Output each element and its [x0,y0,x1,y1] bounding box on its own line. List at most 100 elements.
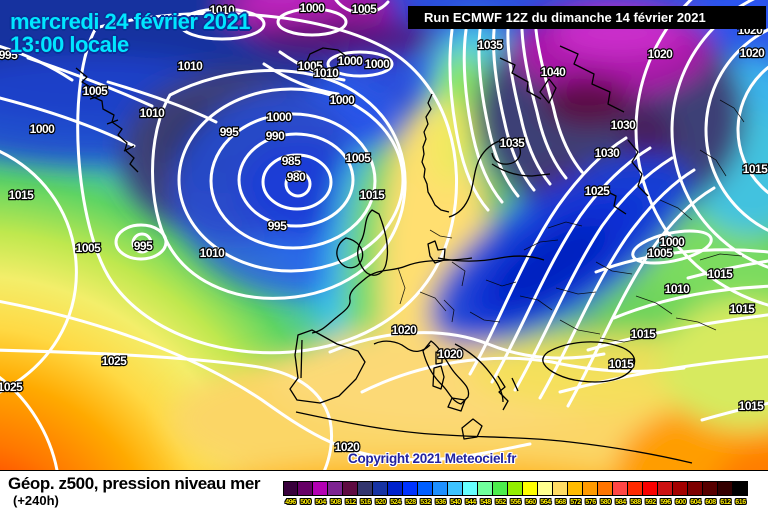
pressure-label: 980 [287,170,306,184]
legend-value: 580 [600,499,611,506]
legend-value: 608 [705,499,716,506]
legend-value: 600 [675,499,686,506]
legend-swatch [658,481,673,496]
pressure-label: 1005 [352,2,378,16]
coastlines [75,45,693,464]
legend-value: 520 [375,499,386,506]
legend-value: 616 [735,499,746,506]
copyright-label: Copyright 2021 Meteociel.fr [348,451,517,466]
legend-swatch [553,481,568,496]
pressure-label: 1000 [330,93,356,107]
legend-value: 500 [300,499,311,506]
legend-swatch [733,481,748,496]
pressure-label: 995 [220,125,239,139]
legend-swatch [448,481,463,496]
pressure-label: 1000 [267,110,293,124]
pressure-label: 985 [282,154,301,168]
legend-swatch [598,481,613,496]
legend-value: 572 [570,499,581,506]
legend-value: 516 [360,499,371,506]
pressure-label: 1040 [541,65,567,79]
pressure-label: 995 [0,48,18,62]
legend-value: 496 [285,499,296,506]
pressure-label: 1000 [300,1,326,15]
pressure-label: 1000 [365,57,391,71]
isobar-contours [0,0,768,470]
legend-value: 532 [420,499,431,506]
forecast-time: 13:00 locale [10,32,129,57]
legend-swatch [628,481,643,496]
legend-value: 524 [390,499,401,506]
pressure-label: 1010 [314,66,340,80]
pressure-label: 1010 [665,282,691,296]
legend-swatch [583,481,598,496]
pressure-label: 1015 [743,162,768,176]
legend-value: 556 [510,499,521,506]
legend-swatch [403,481,418,496]
pressure-label: 1035 [500,136,526,150]
pressure-label: 1005 [83,84,109,98]
legend-swatch [538,481,553,496]
legend-swatch [343,481,358,496]
legend-swatch [718,481,733,496]
pressure-label: 1005 [648,246,674,260]
pressure-label: 1015 [708,267,734,281]
pressure-label: 1005 [76,241,102,255]
pressure-label: 1030 [611,118,637,132]
pressure-label: 1015 [631,327,657,341]
legend-value: 512 [345,499,356,506]
pressure-label: 1010 [140,106,166,120]
forecast-date: mercredi 24 février 2021 [10,9,250,34]
pressure-label: 995 [134,239,153,253]
legend-value: 568 [555,499,566,506]
pressure-label: 1015 [730,302,756,316]
legend-value: 588 [630,499,641,506]
pressure-label: 1025 [585,184,611,198]
pressure-label: 1015 [609,357,635,371]
legend-swatch [373,481,388,496]
legend-swatch [388,481,403,496]
legend-value: 540 [450,499,461,506]
model-run-banner: Run ECMWF 12Z du dimanche 14 février 202… [408,6,766,29]
pressure-label: 1015 [9,188,35,202]
pressure-label: 1010 [210,3,236,17]
legend-value: 596 [660,499,671,506]
legend-swatch [568,481,583,496]
legend-value: 612 [720,499,731,506]
legend-value: 536 [435,499,446,506]
legend-value: 576 [585,499,596,506]
legend-swatch [358,481,373,496]
legend-swatch [283,481,298,496]
legend-values: 496 500 504 508 512 516 520 524 528 532 536 540 544 5… [283,498,748,508]
pressure-label: 1015 [360,188,386,202]
pressure-label: 1020 [438,347,464,361]
legend-value: 508 [330,499,341,506]
pressure-label: 1020 [740,46,766,60]
pressure-label: 1010 [178,59,204,73]
legend-swatch [493,481,508,496]
forecast-datetime: mercredi 24 février 2021 13:00 locale [10,10,250,56]
pressure-label: 1030 [595,146,621,160]
legend-swatch [613,481,628,496]
pressure-label: 1025 [0,380,23,394]
pressure-label: 1000 [660,235,686,249]
legend-swatch [463,481,478,496]
legend-value: 564 [540,499,551,506]
legend-swatch [328,481,343,496]
pressure-label: 1005 [298,59,324,73]
legend-swatch [703,481,718,496]
pressure-label: 990 [266,129,285,143]
legend-swatch [433,481,448,496]
legend-value: 560 [525,499,536,506]
legend-swatch [478,481,493,496]
legend-swatch [313,481,328,496]
map-footer: Géop. z500, pression niveau mer (+240h) … [0,470,768,512]
legend-swatch [508,481,523,496]
forecast-hour-label: (+240h) [13,493,59,508]
legend-value: 504 [315,499,326,506]
legend-value: 604 [690,499,701,506]
legend-value: 584 [615,499,626,506]
pressure-label: 1000 [30,122,56,136]
pressure-label: 1020 [648,47,674,61]
